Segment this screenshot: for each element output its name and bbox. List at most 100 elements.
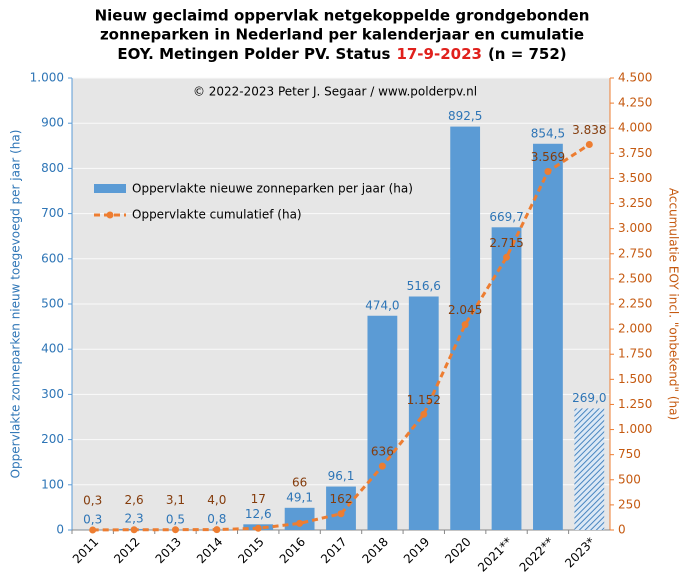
bar-value-label: 854,5 <box>531 126 565 140</box>
x-tick-label: 2015 <box>235 535 266 566</box>
legend-label: Oppervlakte cumulatief (ha) <box>132 208 302 222</box>
y2-tick-label: 3.250 <box>618 196 652 210</box>
bar <box>533 143 563 531</box>
title-part: (n = 752) <box>488 45 567 63</box>
y-tick-label: 200 <box>41 432 64 446</box>
y2-tick-label: 1.500 <box>618 372 652 386</box>
bar-value-label: 669,7 <box>489 210 523 224</box>
chart-title: EOY. Metingen Polder PV. Status 17-9-2023… <box>117 45 566 63</box>
cumulative-point <box>171 526 179 534</box>
cumulative-point <box>254 524 262 532</box>
y2-tick-label: 2.750 <box>618 246 652 260</box>
cumulative-point <box>585 140 593 148</box>
status-date: 17-9-2023 <box>396 45 482 63</box>
y2-tick-label: 1.000 <box>618 422 652 436</box>
cumulative-point <box>420 410 428 418</box>
x-tick-label: 2012 <box>111 535 142 566</box>
bar-value-label: 892,5 <box>448 109 482 123</box>
cumulative-value-label: 162 <box>330 492 353 506</box>
y2-tick-label: 2.250 <box>618 297 652 311</box>
x-tick-label: 2023* <box>562 535 598 571</box>
y2-tick-label: 500 <box>618 472 641 486</box>
x-tick-label: 2013 <box>153 535 184 566</box>
cumulative-value-label: 636 <box>371 445 394 459</box>
legend-label: Oppervlakte nieuwe zonneparken per jaar … <box>132 182 413 196</box>
cumulative-value-label: 0,3 <box>83 493 102 507</box>
cumulative-point <box>213 526 221 534</box>
y-axis-label: Oppervlakte zonneparken nieuw toegevoegd… <box>9 130 23 479</box>
cumulative-value-label: 4,0 <box>207 493 226 507</box>
bar <box>367 315 398 530</box>
y2-tick-label: 0 <box>618 523 626 537</box>
y2-tick-label: 3.750 <box>618 146 652 160</box>
y-tick-label: 0 <box>56 523 64 537</box>
y-tick-label: 1.000 <box>30 71 64 85</box>
cumulative-point <box>89 526 97 534</box>
x-tick-label: 2021** <box>475 535 515 575</box>
x-tick-label: 2014 <box>194 535 225 566</box>
cumulative-point <box>296 519 304 527</box>
bar-value-label: 0,8 <box>207 512 226 526</box>
annotation: © 2022-2023 Peter J. Segaar / www.polder… <box>193 85 477 99</box>
bar-value-label: 12,6 <box>245 507 272 521</box>
y2-tick-label: 4.250 <box>618 96 652 110</box>
y2-tick-label: 3.500 <box>618 171 652 185</box>
cumulative-value-label: 3.838 <box>572 123 606 137</box>
y2-tick-label: 1.750 <box>618 347 652 361</box>
cumulative-point <box>461 321 469 329</box>
bar-value-label: 49,1 <box>286 490 313 504</box>
legend-swatch <box>94 184 126 193</box>
x-tick-label: 2016 <box>277 535 308 566</box>
y2-tick-label: 750 <box>618 447 641 461</box>
cumulative-point <box>337 510 345 518</box>
cumulative-value-label: 2,6 <box>125 493 144 507</box>
cumulative-value-label: 2.715 <box>489 236 523 250</box>
cumulative-value-label: 2.045 <box>448 303 482 317</box>
y-tick-label: 300 <box>41 387 64 401</box>
x-tick-label: 2018 <box>359 535 390 566</box>
bar-value-label: 516,6 <box>407 279 441 293</box>
x-tick-label: 2011 <box>70 535 101 566</box>
cumulative-value-label: 3,1 <box>166 493 185 507</box>
y-tick-label: 900 <box>41 116 64 130</box>
bar-value-label: 269,0 <box>572 391 606 405</box>
bar <box>574 408 605 530</box>
cumulative-point <box>378 462 386 470</box>
bar-value-label: 474,0 <box>365 298 399 312</box>
cumulative-point <box>130 526 138 534</box>
bar <box>284 507 315 530</box>
bar-value-label: 0,3 <box>83 512 102 526</box>
x-tick-label: 2022** <box>517 535 557 575</box>
y-tick-label: 800 <box>41 161 64 175</box>
bar <box>491 227 522 530</box>
y-tick-label: 400 <box>41 342 64 356</box>
y2-tick-label: 1.250 <box>618 397 652 411</box>
y2-axis-label: Accumulatie EOY incl. "onbekend" (ha) <box>667 188 681 420</box>
bar-value-label: 2,3 <box>125 511 144 525</box>
y2-tick-label: 250 <box>618 497 641 511</box>
cumulative-value-label: 66 <box>292 475 307 489</box>
y-tick-label: 500 <box>41 297 64 311</box>
x-tick-label: 2020 <box>442 535 473 566</box>
title-part: EOY. Metingen Polder PV. Status <box>117 45 390 63</box>
bar <box>450 126 481 530</box>
legend-swatch <box>106 211 114 219</box>
y2-tick-label: 3.000 <box>618 221 652 235</box>
chart-title: zonneparken in Nederland per kalenderjaa… <box>100 26 584 44</box>
chart-title: Nieuw geclaimd oppervlak netgekoppelde g… <box>95 7 590 25</box>
y2-tick-label: 4.500 <box>618 71 652 85</box>
cumulative-value-label: 17 <box>251 492 266 506</box>
bar-value-label: 96,1 <box>328 469 355 483</box>
y-tick-label: 600 <box>41 251 64 265</box>
y-tick-label: 100 <box>41 477 64 491</box>
x-tick-label: 2019 <box>401 535 432 566</box>
cumulative-value-label: 3.569 <box>531 150 565 164</box>
bar-value-label: 0,5 <box>166 512 185 526</box>
bar <box>326 486 356 530</box>
y2-tick-label: 4.000 <box>618 121 652 135</box>
cumulative-point <box>544 168 552 176</box>
y-tick-label: 700 <box>41 206 64 220</box>
y2-tick-label: 2.000 <box>618 322 652 336</box>
cumulative-point <box>503 253 511 261</box>
